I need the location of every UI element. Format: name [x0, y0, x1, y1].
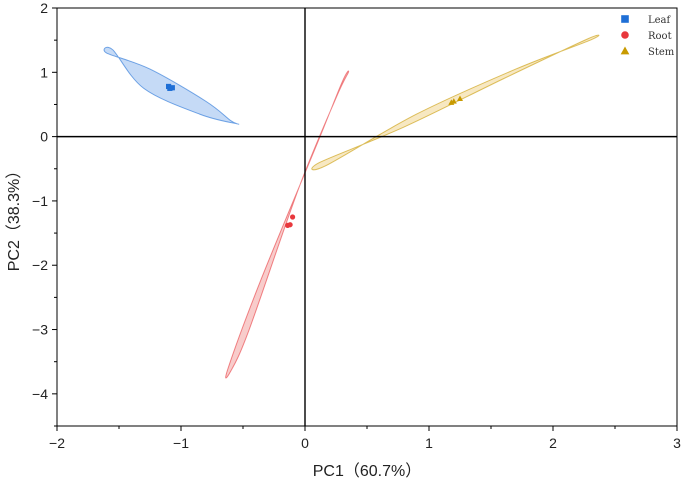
y-axis-label: PC2（38.3%）: [5, 163, 23, 272]
y-tick-label: 1: [40, 64, 48, 80]
legend-label-stem: Stem: [648, 47, 675, 58]
point-root: [285, 222, 291, 228]
data-points: [166, 83, 463, 228]
legend: Leaf Root Stem: [620, 15, 675, 58]
x-tick-label: −2: [49, 435, 65, 451]
legend-marker-root: [621, 31, 629, 39]
x-axis-label: PC1（60.7%）: [313, 462, 422, 480]
reference-lines: [57, 8, 677, 426]
legend-label-root: Root: [648, 31, 672, 42]
confidence-ellipses: [103, 34, 600, 379]
y-tick-label: −2: [32, 257, 48, 273]
axis-ticks: −2 −1 0 1 2 3 −4 −3 −2 −1 0 1 2: [32, 0, 681, 451]
x-tick-label: 3: [673, 435, 681, 451]
x-tick-label: 1: [425, 435, 433, 451]
point-stem: [457, 95, 463, 102]
legend-marker-stem: [620, 46, 630, 55]
x-tick-label: 0: [301, 435, 309, 451]
point-root: [290, 214, 296, 220]
y-tick-label: 2: [40, 0, 48, 16]
ellipse-root: [225, 70, 350, 379]
y-tick-label: −3: [32, 322, 48, 338]
x-tick-label: −1: [173, 435, 189, 451]
x-tick-label: 2: [549, 435, 557, 451]
legend-label-leaf: Leaf: [648, 15, 672, 26]
y-tick-label: −1: [32, 193, 48, 209]
y-tick-label: −4: [32, 386, 48, 402]
legend-marker-leaf: [621, 15, 629, 23]
point-stem: [448, 99, 455, 105]
point-leaf: [167, 85, 173, 91]
ellipse-stem: [311, 34, 600, 171]
y-tick-label: 0: [40, 129, 48, 145]
